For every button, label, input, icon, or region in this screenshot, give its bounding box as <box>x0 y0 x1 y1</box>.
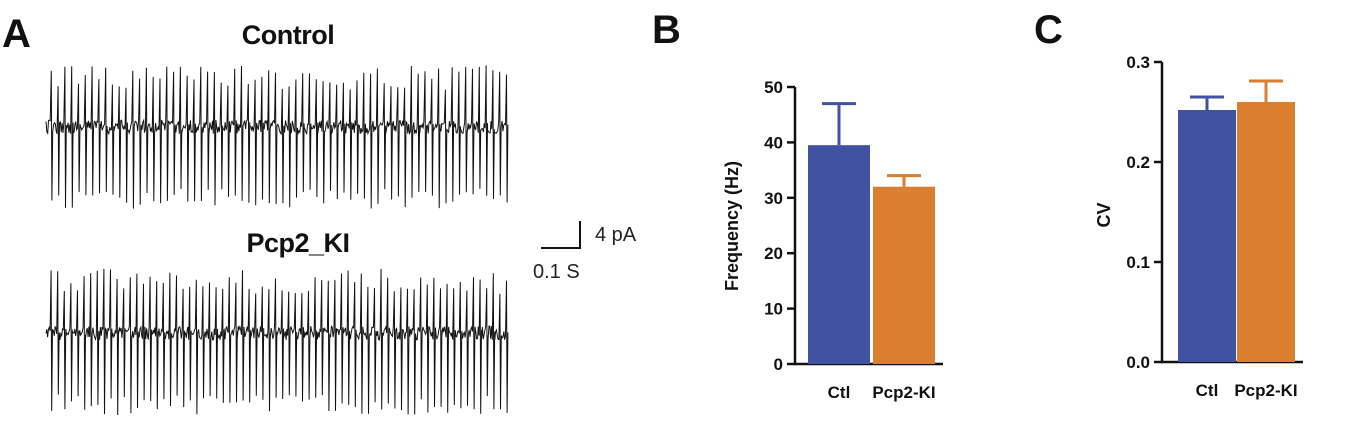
x-tick-label: Pcp2-KI <box>1234 381 1297 400</box>
panel-label-b: B <box>652 8 681 52</box>
y-tick-label: 0.0 <box>1126 353 1150 372</box>
y-tick-label: 30 <box>764 189 783 208</box>
cv-bar-chart: 0.0 0.1 0.2 0.3 Ctl Pcp2-KI CV <box>1094 53 1303 400</box>
bar-ctl <box>808 145 870 364</box>
y-axis-label: CV <box>1094 202 1114 227</box>
y-tick-label: 10 <box>764 300 783 319</box>
y-axis-label: Frequency (Hz) <box>722 161 742 291</box>
scale-bar-time-label: 0.1 S <box>533 261 580 283</box>
frequency-bar-chart: 0 10 20 30 40 50 Ctl Pcp2-KI Frequency (Hz) <box>722 78 943 402</box>
y-tick-label: 0.1 <box>1126 253 1150 272</box>
x-tick-label: Ctl <box>1196 381 1219 400</box>
pcp2-ki-trace-title: Pcp2_KI <box>246 228 350 258</box>
panel-label-c: C <box>1034 8 1063 52</box>
pcp2-ki-trace <box>45 268 509 416</box>
control-trace <box>45 65 509 209</box>
panel-label-a: A <box>2 12 31 56</box>
y-tick-label: 0 <box>774 355 783 374</box>
bar-pcp2-ki <box>1237 102 1295 362</box>
control-trace-title: Control <box>241 20 335 50</box>
scale-bar <box>541 221 581 249</box>
y-tick-label: 50 <box>764 78 783 97</box>
bar-ctl <box>1178 110 1236 362</box>
y-tick-label: 40 <box>764 133 783 152</box>
y-tick-label: 0.3 <box>1126 53 1150 72</box>
y-tick-label: 0.2 <box>1126 153 1150 172</box>
x-tick-label: Ctl <box>828 383 851 402</box>
y-tick-label: 20 <box>764 244 783 263</box>
x-tick-label: Pcp2-KI <box>872 383 935 402</box>
scale-bar-amplitude-label: 4 pA <box>595 224 637 246</box>
bar-pcp2-ki <box>873 186 935 364</box>
